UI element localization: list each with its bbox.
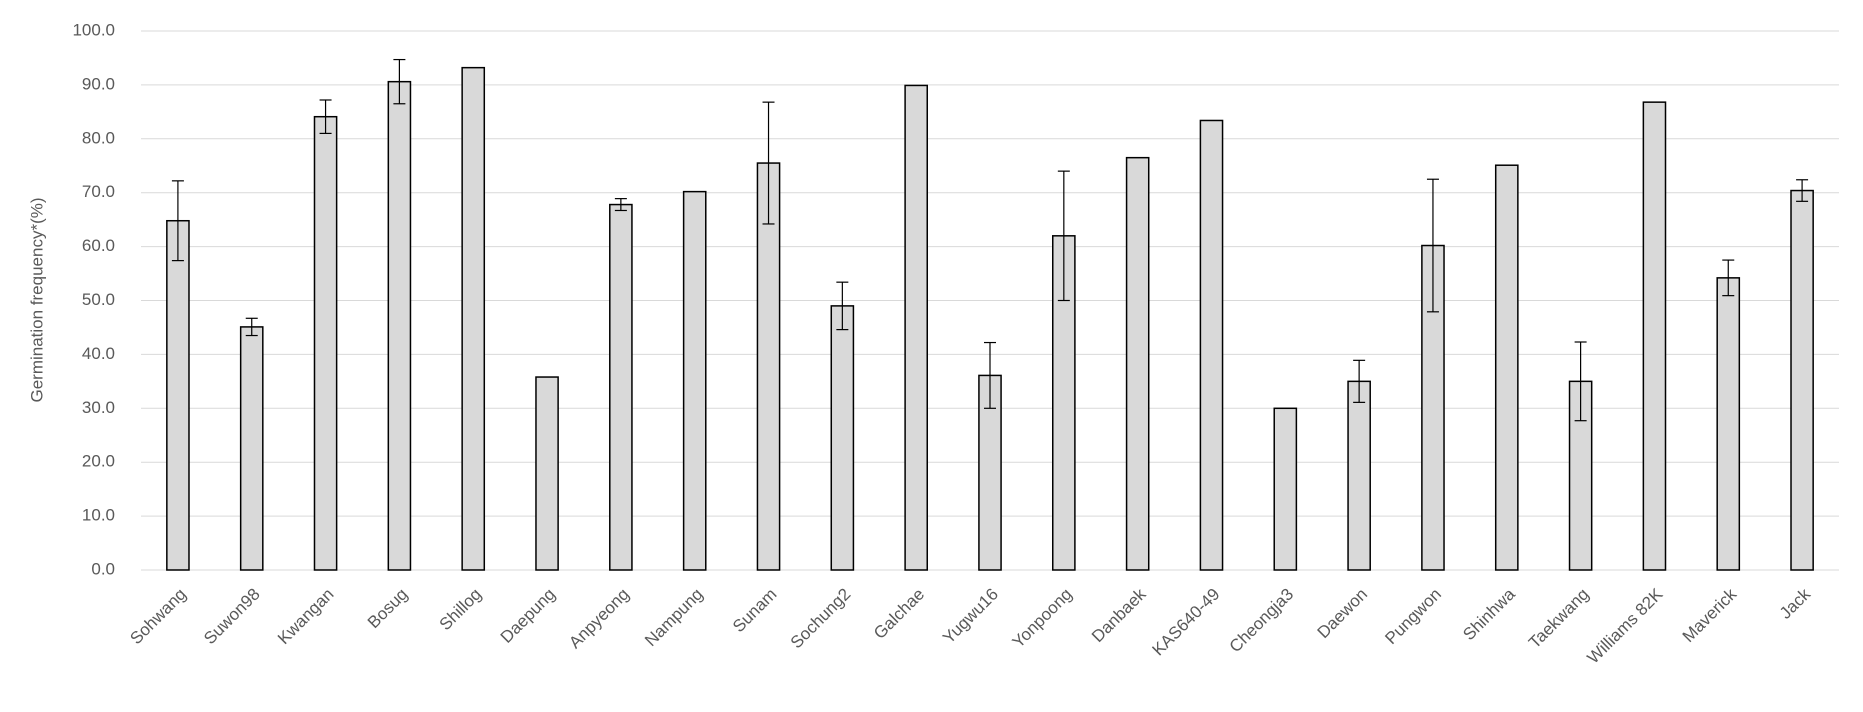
error-bar — [1057, 170, 1070, 302]
bar — [904, 84, 928, 571]
bar — [166, 219, 190, 571]
error-bar — [245, 317, 258, 337]
bar — [535, 376, 559, 571]
y-tick-label: 30.0 — [82, 398, 115, 417]
x-tick-label: Galchae — [870, 585, 928, 643]
bar — [1494, 164, 1519, 571]
bar — [1125, 156, 1150, 571]
x-tick-label: Daepung — [497, 585, 559, 647]
x-tick-label: Yugwu16 — [939, 585, 1002, 648]
y-tick-label: 70.0 — [82, 182, 115, 201]
bar — [1347, 380, 1371, 571]
error-bar — [1796, 179, 1809, 202]
y-tick-label: 90.0 — [82, 74, 115, 93]
error-bar — [1574, 341, 1587, 422]
x-tick-label: Shillog — [436, 585, 486, 635]
bar — [682, 190, 707, 571]
bar — [609, 203, 633, 571]
x-tick-label: Nampung — [641, 585, 707, 651]
bar — [239, 326, 264, 571]
error-bar — [762, 101, 775, 225]
x-tick-label: Sunam — [729, 585, 781, 637]
y-tick-label: 50.0 — [82, 290, 115, 309]
error-bar — [614, 198, 627, 212]
bar — [461, 66, 486, 571]
error-bar — [319, 99, 332, 135]
x-tick-label: Suwon98 — [200, 585, 264, 649]
x-tick-label: Daewon — [1314, 585, 1372, 643]
x-tick-label: Sochung2 — [787, 585, 855, 653]
y-tick-label: 40.0 — [82, 344, 115, 363]
error-bar — [1426, 178, 1439, 313]
x-tick-label: Bosug — [364, 585, 412, 633]
x-tick-label: Taekwang — [1525, 585, 1593, 653]
y-tick-label: 10.0 — [82, 506, 115, 525]
x-tick-label: Sohwang — [126, 585, 190, 649]
y-tick-label: 60.0 — [82, 236, 115, 255]
x-tick-label: Pungwon — [1381, 585, 1445, 649]
x-tick-label: Williams 82K — [1584, 584, 1667, 667]
x-tick-label: KAS640-49 — [1149, 585, 1224, 660]
error-bar — [393, 58, 406, 105]
y-tick-label: 20.0 — [82, 452, 115, 471]
y-tick-label: 0.0 — [91, 559, 115, 578]
y-tick-label: 100.0 — [72, 20, 115, 39]
bar — [1790, 189, 1814, 571]
x-tick-label: Kwangan — [274, 585, 338, 649]
error-bar — [984, 341, 996, 409]
error-bar — [1353, 359, 1366, 403]
y-tick-label: 80.0 — [82, 128, 115, 147]
error-bar — [171, 180, 184, 262]
bar — [313, 115, 338, 571]
bar — [1273, 407, 1298, 571]
bar — [1642, 101, 1667, 571]
bar — [1199, 119, 1224, 571]
bar — [1716, 277, 1741, 571]
x-tick-label: Anpyeong — [565, 585, 633, 653]
x-tick-label: Maverick — [1679, 584, 1741, 646]
error-bar — [1722, 259, 1735, 297]
x-tick-label: Danbaek — [1088, 584, 1150, 646]
x-tick-label: Jack — [1776, 584, 1815, 623]
bar — [387, 80, 412, 571]
y-axis-label: Germination frequency*(%) — [27, 197, 46, 402]
error-bar — [836, 281, 849, 331]
bar — [830, 305, 855, 571]
x-tick-label: Shinhwa — [1459, 584, 1519, 644]
x-tick-label: Yonpoong — [1009, 585, 1076, 652]
x-tick-label: Cheongja3 — [1226, 585, 1298, 657]
